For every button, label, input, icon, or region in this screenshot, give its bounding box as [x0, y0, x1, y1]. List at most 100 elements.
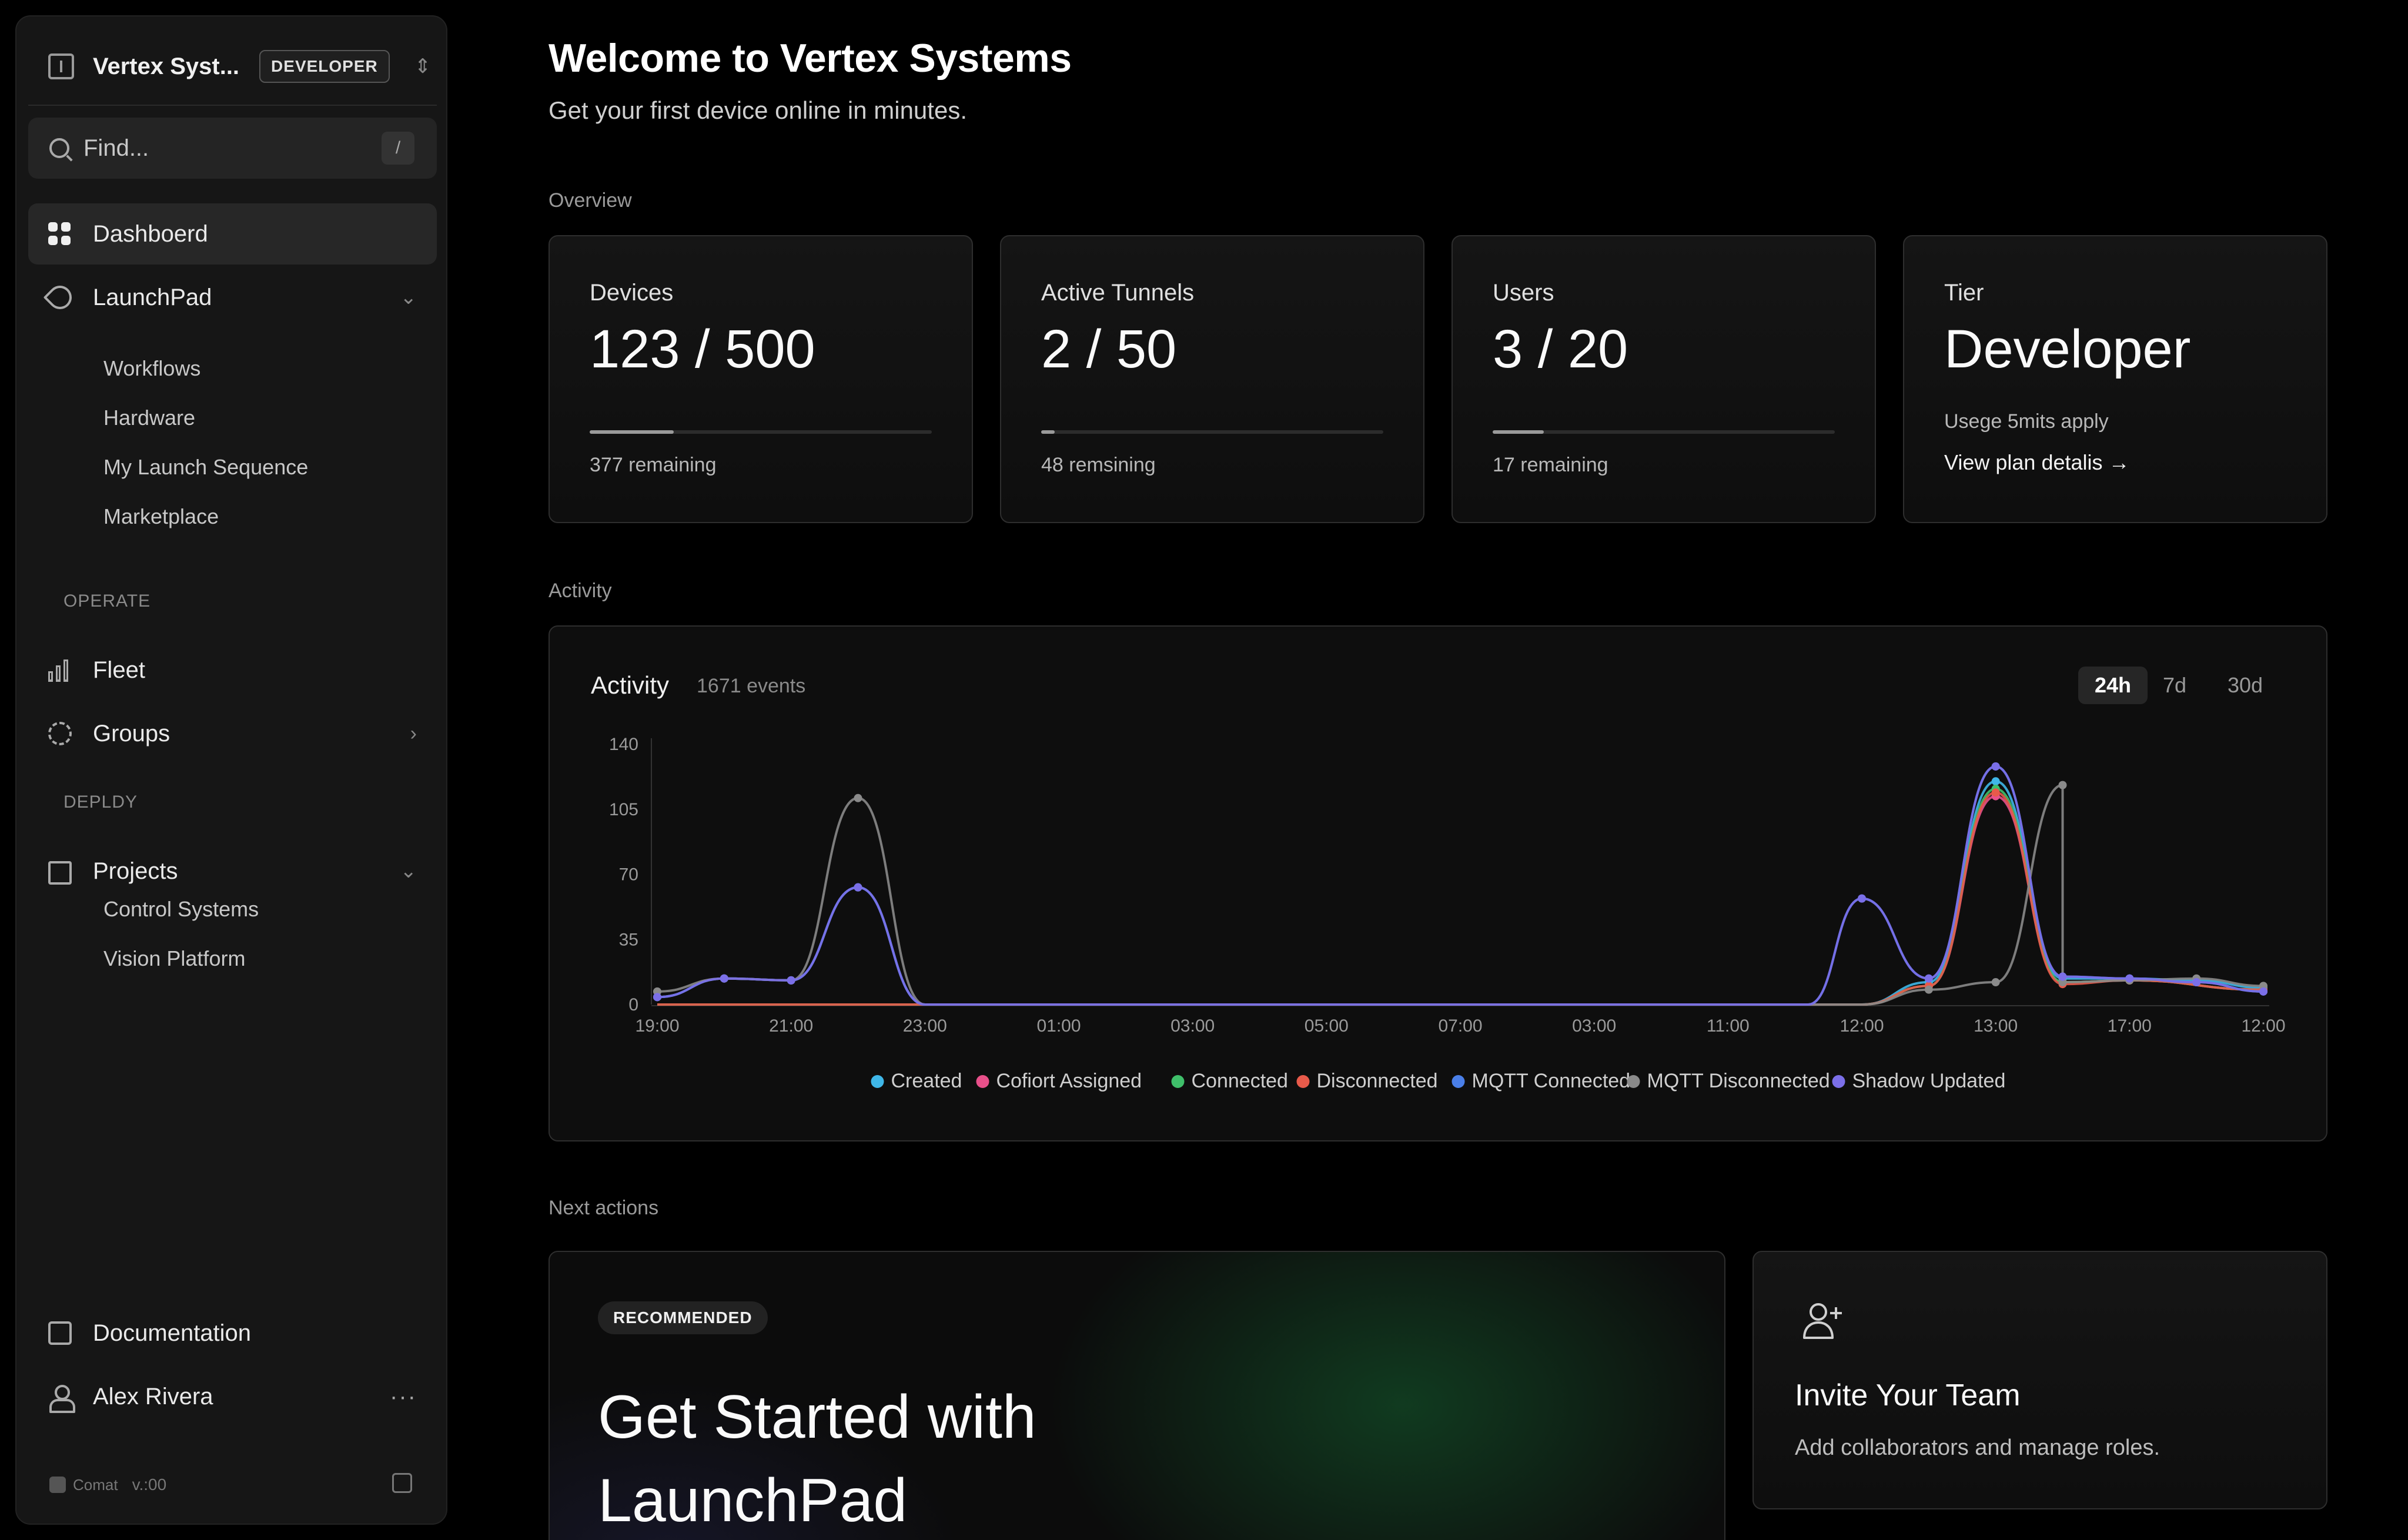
y-tick-label: 140	[609, 735, 638, 754]
sidebar-subitem-vision-platform[interactable]: Vision Platform	[103, 946, 246, 970]
sidebar-item-label: Dashboerd	[93, 220, 208, 247]
chevron-updown-icon[interactable]: ⇕	[414, 55, 432, 78]
book-icon	[48, 1321, 72, 1345]
card-note: 377 remaining	[590, 454, 717, 476]
data-point	[1991, 788, 2000, 797]
building-icon	[48, 53, 74, 79]
card-value: 2 / 50	[1041, 319, 1177, 379]
usage-progress-fill	[1041, 430, 1055, 434]
section-label-overview: Overview	[549, 189, 632, 212]
data-point	[854, 883, 862, 892]
range-30d[interactable]: 30d	[2228, 673, 2263, 697]
bar-chart-icon	[48, 658, 72, 682]
data-point	[653, 993, 661, 1002]
x-tick-label: 05:00	[1305, 1016, 1349, 1036]
x-tick-label: 03:00	[1572, 1016, 1616, 1036]
page-subtitle: Get your first device online in minutes.	[549, 96, 967, 124]
rocket-icon	[43, 280, 77, 314]
sidebar-item-groups[interactable]: Groups ›	[28, 703, 437, 764]
chevron-down-icon[interactable]: ⌄	[400, 286, 417, 309]
legend-swatch	[976, 1075, 989, 1088]
search-box[interactable]: /	[28, 118, 437, 179]
series-line	[657, 765, 2264, 1006]
folder-icon	[48, 861, 72, 885]
x-tick-label: 23:00	[903, 1016, 947, 1036]
search-icon	[49, 138, 69, 158]
invite-desc: Add collaborators and manage roles.	[1795, 1435, 2160, 1460]
page-title: Welcome to Vertex Systems	[549, 36, 1072, 81]
x-tick-label: 01:00	[1036, 1016, 1081, 1036]
legend-label: Connected	[1192, 1070, 1288, 1092]
sidebar-footer: Comat v.:00	[49, 1475, 166, 1494]
legend-label: MQTT Disconnected	[1647, 1070, 1830, 1092]
more-icon[interactable]: ···	[390, 1383, 417, 1410]
x-tick-label: 12:00	[2241, 1016, 2285, 1036]
legend-swatch	[1452, 1075, 1465, 1088]
legend-swatch	[1296, 1075, 1310, 1088]
sidebar-subitem-marketplace[interactable]: Marketplace	[103, 504, 219, 528]
range-24h[interactable]: 24h	[2078, 667, 2148, 704]
search-input[interactable]	[83, 135, 366, 162]
sidebar-item-documentation[interactable]: Documentation	[28, 1303, 437, 1364]
activity-count: 1671 events	[697, 675, 806, 697]
activity-panel: Activity 1671 events 24h 7d 30d 0 35 70 105…	[549, 625, 2327, 1141]
legend-label: Shadow Updated	[1852, 1070, 2006, 1092]
x-tick-label: 07:00	[1438, 1016, 1482, 1036]
sidebar-item-fleet[interactable]: Fleet	[28, 640, 437, 701]
range-7d[interactable]: 7d	[2163, 673, 2187, 697]
sidebar-item-projects[interactable]: Projects ⌄	[28, 841, 437, 902]
sidebar-item-label: Documentation	[93, 1320, 252, 1346]
data-point	[1991, 978, 2000, 987]
y-tick-label: 70	[619, 865, 638, 885]
card-note: 48 remsining	[1041, 454, 1156, 476]
sidebar-item-launchpad[interactable]: LaunchPad ⌄	[28, 267, 437, 328]
usage-progress	[590, 430, 932, 434]
sidebar-item-label: Projects	[93, 858, 178, 884]
usage-progress	[1041, 430, 1383, 434]
brand-logo-icon	[49, 1477, 66, 1493]
usage-card-users: Users 3 / 20 17 remaining	[1452, 235, 1876, 523]
chevron-right-icon[interactable]: ›	[410, 722, 417, 745]
launchpad-cta-card[interactable]: RECOMMENDED Get Started with LaunchPad	[549, 1251, 1725, 1540]
usage-card-devices: Devices 123 / 500 377 remaining	[549, 235, 973, 523]
sidebar-item-user[interactable]: Alex Rivera ···	[28, 1366, 437, 1427]
sidebar-subitem-hardware[interactable]: Hardware	[103, 406, 196, 430]
card-value: 3 / 20	[1493, 319, 1628, 379]
recommended-badge: RECOMMENDED	[598, 1301, 768, 1334]
legend-swatch	[1627, 1075, 1640, 1088]
collapse-sidebar-icon[interactable]	[392, 1473, 412, 1493]
y-tick-label: 0	[628, 995, 638, 1015]
data-point	[1924, 974, 1933, 983]
sidebar-subitem-workflows[interactable]: Workflows	[103, 356, 201, 380]
view-plan-link[interactable]: View plan detalis →	[1944, 450, 2130, 474]
invite-team-card[interactable]: Invite Your Team Add collaborators and m…	[1753, 1251, 2327, 1509]
sidebar-item-label: Fleet	[93, 657, 145, 683]
data-point	[2058, 781, 2067, 789]
x-tick-label: 17:00	[2108, 1016, 2152, 1036]
invite-title: Invite Your Team	[1795, 1378, 2021, 1412]
sidebar-item-label: LaunchPad	[93, 284, 212, 310]
cta-title: Get Started with LaunchPad	[598, 1383, 1036, 1535]
dashboard-icon	[48, 222, 72, 246]
data-point	[2259, 987, 2267, 996]
x-tick-label: 11:00	[1707, 1016, 1750, 1036]
chevron-down-icon[interactable]: ⌄	[400, 860, 417, 882]
shortcut-hint: /	[382, 132, 414, 165]
card-label: Users	[1493, 280, 1554, 306]
org-name: Vertex Syst...	[93, 53, 240, 79]
legend-label: MQTT Connected	[1472, 1070, 1631, 1092]
data-point	[2125, 974, 2134, 983]
x-tick-label: 13:00	[1974, 1016, 2018, 1036]
card-label: Active Tunnels	[1041, 280, 1195, 306]
legend-label: Created	[891, 1070, 962, 1092]
data-point	[2058, 972, 2067, 981]
sidebar-subitem-control-systems[interactable]: Control Systems	[103, 897, 259, 921]
sidebar-item-dashboard[interactable]: Dashboerd	[28, 203, 437, 265]
tier-value: Developer	[1944, 319, 2191, 379]
sidebar-subitem-launch-sequence[interactable]: My Launch Sequence	[103, 455, 309, 479]
x-tick-label: 21:00	[769, 1016, 813, 1036]
org-switcher[interactable]: Vertex Syst... DEVELOPER ⇕	[28, 34, 437, 99]
section-label-deploy: DEPLDY	[63, 792, 138, 812]
card-label: Tier	[1944, 280, 1984, 306]
usage-progress-fill	[590, 430, 674, 434]
